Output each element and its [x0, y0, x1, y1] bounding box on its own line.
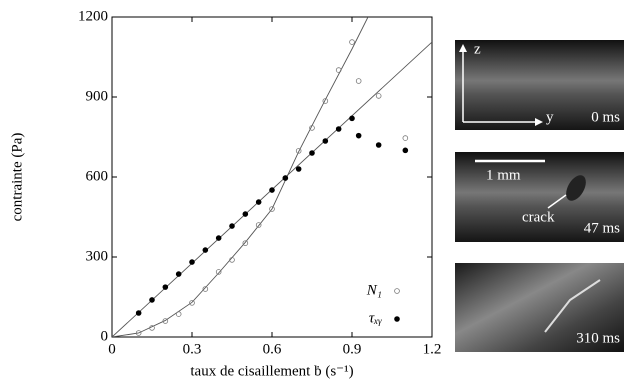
marker	[295, 166, 302, 172]
marker	[242, 211, 249, 217]
marker	[335, 126, 342, 132]
x-tick-label: 0.3	[183, 341, 202, 357]
y-tick-label: 0	[101, 328, 109, 344]
photo	[455, 40, 624, 130]
marker	[229, 223, 235, 229]
marker	[402, 147, 409, 154]
marker	[189, 259, 195, 265]
marker	[215, 235, 222, 241]
x-tick-label: 0	[108, 341, 116, 357]
marker	[135, 310, 142, 316]
marker	[255, 199, 262, 205]
plot-frame	[111, 16, 433, 338]
crack-shape	[566, 175, 586, 201]
photo	[455, 152, 624, 242]
marker	[349, 115, 355, 122]
y-tick-label: 900	[86, 88, 109, 104]
marker	[335, 67, 342, 73]
marker	[189, 300, 195, 306]
marker	[355, 132, 362, 139]
marker	[175, 311, 182, 317]
y-tick-label: 1200	[78, 8, 108, 24]
marker	[282, 175, 289, 181]
time-label: 310 ms	[576, 330, 620, 346]
marker	[309, 125, 315, 131]
marker	[269, 206, 275, 212]
marker	[202, 286, 209, 292]
x-tick-label: 1.2	[423, 341, 442, 357]
marker	[295, 148, 302, 154]
photo-panel: 1 mm crack 47 ms	[455, 152, 624, 242]
annotation: crack	[522, 209, 555, 225]
crack-shape	[544, 279, 601, 333]
marker	[355, 78, 362, 84]
marker	[135, 330, 142, 336]
marker	[255, 222, 262, 228]
axis-label: z	[474, 41, 481, 57]
marker	[149, 297, 155, 303]
marker	[149, 325, 155, 331]
marker	[322, 138, 329, 144]
marker	[402, 135, 409, 141]
marker	[162, 284, 169, 290]
marker	[375, 142, 382, 148]
scale-label: 1 mm	[486, 167, 521, 183]
marker	[309, 150, 315, 156]
marker	[375, 93, 382, 99]
legend-label: τₓᵧ	[369, 310, 383, 326]
x-tick-label: 0.9	[343, 341, 362, 357]
y-tick-label: 300	[86, 248, 109, 264]
marker	[322, 98, 329, 104]
photo-panel: 310 ms	[455, 263, 624, 352]
x-tick-label: 0.6	[263, 341, 282, 357]
photo	[455, 263, 624, 352]
x-axis-label: taux de cisaillement ḃ (s⁻¹)	[190, 363, 353, 379]
marker	[229, 257, 235, 263]
photo-panel: z y 0 ms	[455, 40, 624, 130]
pointer	[547, 194, 567, 209]
marker	[215, 269, 222, 275]
axis-label: y	[546, 109, 554, 125]
marker	[162, 318, 169, 324]
legend-label: N₁	[366, 282, 382, 298]
y-axis-label: contrainte (Pa)	[9, 133, 25, 222]
legend-marker	[394, 288, 400, 294]
legend-marker	[394, 316, 400, 322]
fit-line	[112, 17, 369, 337]
marker	[269, 187, 275, 193]
y-tick-label: 600	[86, 168, 109, 184]
marker	[349, 39, 355, 45]
marker	[202, 247, 209, 253]
time-label: 0 ms	[591, 109, 620, 125]
marker	[175, 271, 182, 277]
time-label: 47 ms	[584, 220, 620, 236]
marker	[242, 240, 249, 246]
